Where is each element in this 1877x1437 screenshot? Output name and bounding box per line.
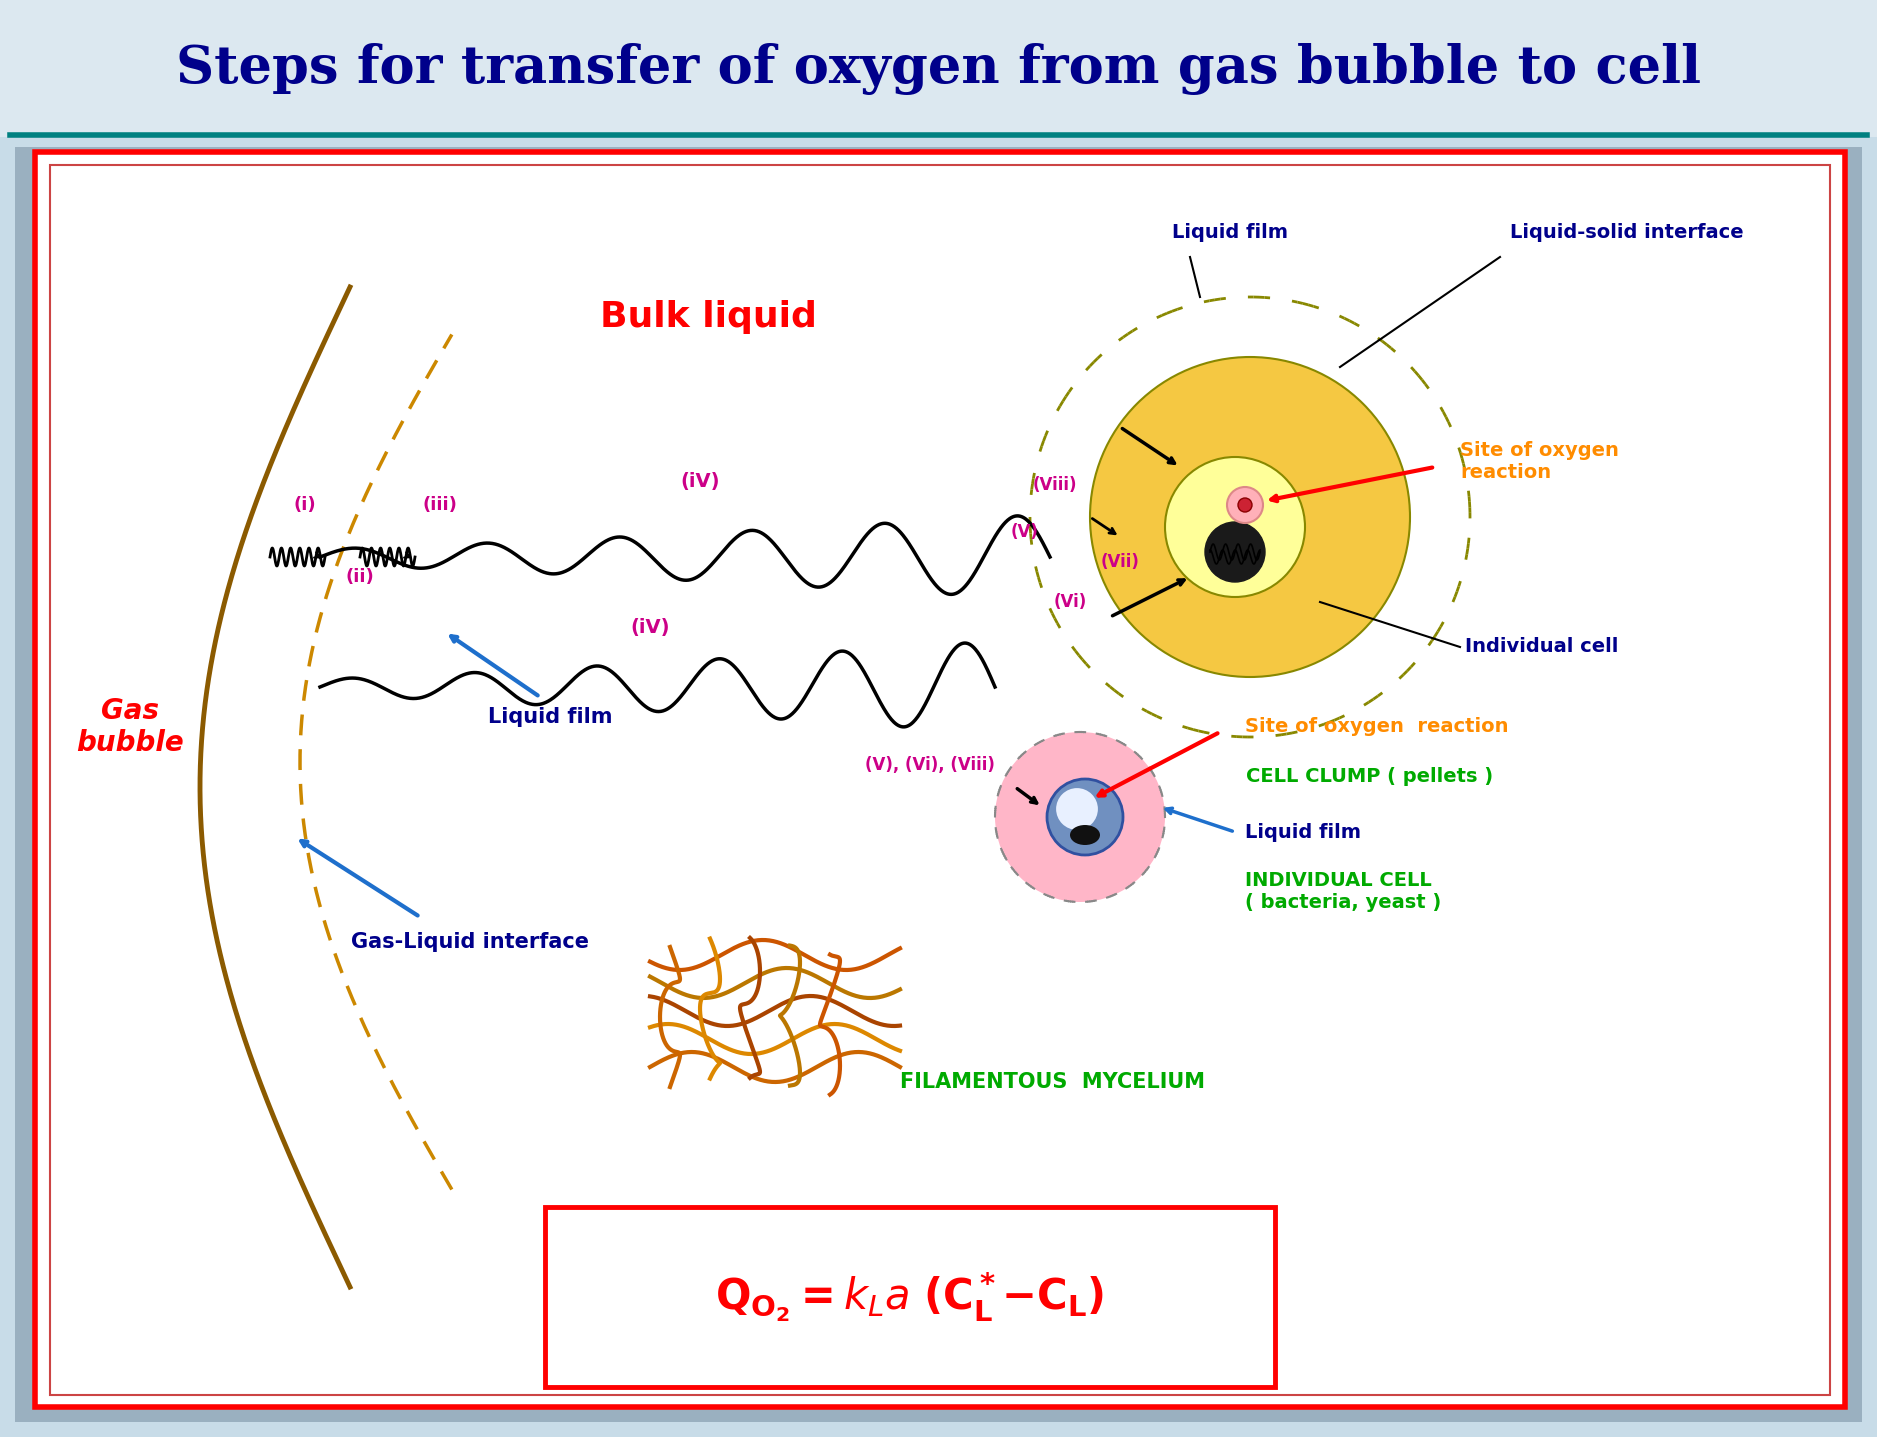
Bar bbox=[0, 0, 1877, 137]
Text: Gas-Liquid interface: Gas-Liquid interface bbox=[351, 933, 589, 951]
Text: (iV): (iV) bbox=[679, 473, 719, 491]
Text: (iV): (iV) bbox=[631, 618, 670, 637]
Text: (V), (Vi), (Viii): (V), (Vi), (Viii) bbox=[865, 756, 995, 775]
Circle shape bbox=[1091, 356, 1410, 677]
Text: (Viii): (Viii) bbox=[1032, 476, 1077, 494]
Text: Liquid film: Liquid film bbox=[1244, 822, 1361, 842]
Bar bbox=[15, 147, 1862, 1423]
Text: FILAMENTOUS  MYCELIUM: FILAMENTOUS MYCELIUM bbox=[899, 1072, 1205, 1092]
Circle shape bbox=[1057, 787, 1098, 831]
Text: (ii): (ii) bbox=[345, 568, 374, 586]
Circle shape bbox=[1228, 487, 1263, 523]
Circle shape bbox=[995, 731, 1166, 902]
Circle shape bbox=[1166, 457, 1305, 596]
Text: Steps for transfer of oxygen from gas bubble to cell: Steps for transfer of oxygen from gas bu… bbox=[176, 43, 1701, 95]
Circle shape bbox=[1047, 779, 1122, 855]
Text: Site of oxygen  reaction: Site of oxygen reaction bbox=[1244, 717, 1509, 737]
Text: Individual cell: Individual cell bbox=[1466, 638, 1618, 657]
Text: (i): (i) bbox=[293, 496, 317, 514]
Text: Site of oxygen
reaction: Site of oxygen reaction bbox=[1460, 441, 1618, 483]
Text: $\mathbf{Q_{O_2} = \mathit{k_La}\ (C_L^*\mathbf{-}C_L)}$: $\mathbf{Q_{O_2} = \mathit{k_La}\ (C_L^*… bbox=[715, 1270, 1104, 1323]
FancyBboxPatch shape bbox=[544, 1207, 1274, 1387]
Ellipse shape bbox=[1070, 825, 1100, 845]
Text: Liquid-solid interface: Liquid-solid interface bbox=[1509, 223, 1744, 241]
Text: CELL CLUMP ( pellets ): CELL CLUMP ( pellets ) bbox=[1246, 767, 1494, 786]
Text: (iii): (iii) bbox=[422, 496, 458, 514]
Circle shape bbox=[1205, 522, 1265, 582]
Text: Liquid film: Liquid film bbox=[1171, 223, 1288, 241]
Bar bbox=[36, 152, 1845, 1407]
Bar bbox=[51, 165, 1830, 1395]
Text: (Vii): (Vii) bbox=[1100, 553, 1139, 570]
Text: Gas
bubble: Gas bubble bbox=[77, 697, 184, 757]
Text: (Vi): (Vi) bbox=[1053, 593, 1087, 611]
Text: (V): (V) bbox=[1012, 523, 1040, 540]
Text: Liquid film: Liquid film bbox=[488, 707, 612, 727]
Text: INDIVIDUAL CELL
( bacteria, yeast ): INDIVIDUAL CELL ( bacteria, yeast ) bbox=[1244, 871, 1442, 912]
Circle shape bbox=[1239, 499, 1252, 512]
Text: Bulk liquid: Bulk liquid bbox=[601, 300, 816, 333]
